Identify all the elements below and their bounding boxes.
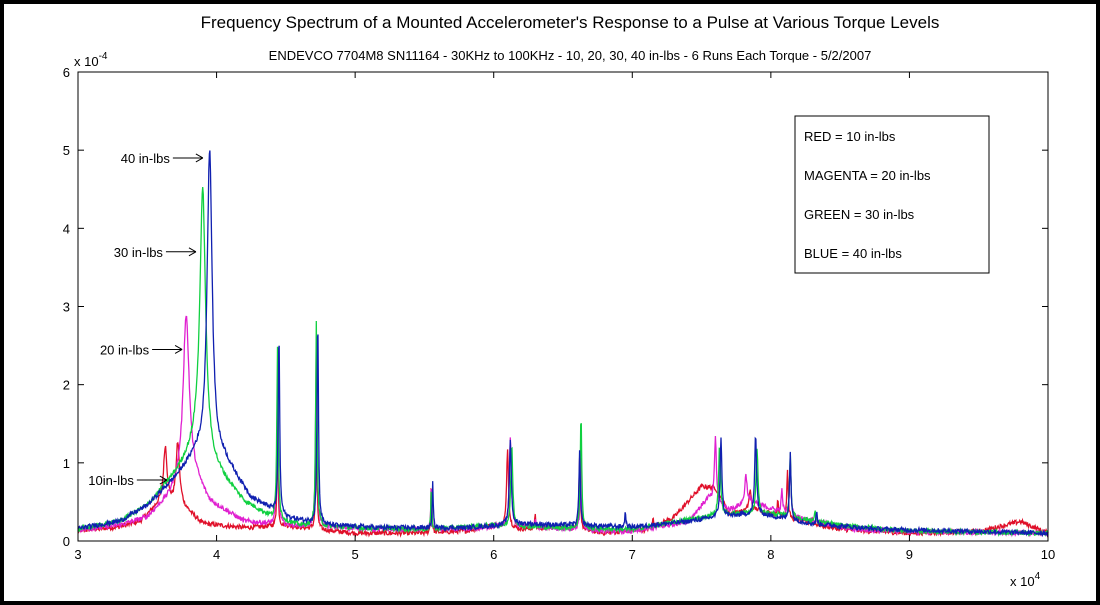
y-tick-label: 2 xyxy=(63,378,70,393)
tick-layer: 3 4 5 6 7 8 9 10 0 1 2 3 4 5 6 xyxy=(63,65,1055,562)
legend-entry-magenta: MAGENTA = 20 in-lbs xyxy=(804,168,931,183)
x-tick-label: 8 xyxy=(767,547,774,562)
x-multiplier-base: x 10 xyxy=(1010,574,1035,589)
y-tick-label: 4 xyxy=(63,221,70,236)
x-tick-label: 3 xyxy=(74,547,81,562)
x-tick-label: 9 xyxy=(906,547,913,562)
x-tick-label: 6 xyxy=(490,547,497,562)
annotation-1: 30 in-lbs xyxy=(114,245,197,260)
figure-window: Frequency Spectrum of a Mounted Accelero… xyxy=(4,4,1096,601)
x-multiplier-exponent: 4 xyxy=(1035,571,1041,582)
x-tick-label: 4 xyxy=(213,547,220,562)
y-tick-label: 0 xyxy=(63,534,70,549)
annotation-arrow-head xyxy=(188,247,197,257)
y-multiplier-exponent: -4 xyxy=(99,51,108,62)
y-tick-label: 6 xyxy=(63,65,70,80)
chart-title: Frequency Spectrum of a Mounted Accelero… xyxy=(201,13,940,32)
legend-entry-blue: BLUE = 40 in-lbs xyxy=(804,246,902,261)
annotation-label: 40 in-lbs xyxy=(121,151,171,166)
y-tick-label: 1 xyxy=(63,456,70,471)
x-tick-label: 10 xyxy=(1041,547,1055,562)
spectrum-chart: Frequency Spectrum of a Mounted Accelero… xyxy=(63,13,1055,589)
legend-entry-green: GREEN = 30 in-lbs xyxy=(804,207,915,222)
chart-subtitle: ENDEVCO 7704M8 SN11164 - 30KHz to 100KHz… xyxy=(269,48,872,63)
series-line-3 xyxy=(77,150,1049,538)
y-multiplier: x 10-4 xyxy=(74,51,108,69)
x-tick-label: 7 xyxy=(629,547,636,562)
annotation-3: 10in-lbs xyxy=(88,473,168,488)
annotation-label: 30 in-lbs xyxy=(114,245,164,260)
annotation-layer: 40 in-lbs 30 in-lbs 20 in-lbs 10in-lbs xyxy=(88,151,204,488)
legend: RED = 10 in-lbs MAGENTA = 20 in-lbs GREE… xyxy=(794,115,990,274)
y-tick-label: 3 xyxy=(63,300,70,315)
x-tick-label: 5 xyxy=(352,547,359,562)
annotation-arrow-head xyxy=(159,475,168,485)
annotation-label: 10in-lbs xyxy=(88,473,134,488)
series-layer xyxy=(77,150,1049,538)
annotation-label: 20 in-lbs xyxy=(100,342,150,357)
y-tick-label: 5 xyxy=(63,143,70,158)
legend-box xyxy=(794,115,990,274)
annotation-arrow-head xyxy=(174,345,183,354)
x-multiplier: x 104 xyxy=(1010,571,1041,589)
annotation-0: 40 in-lbs xyxy=(121,151,204,166)
annotation-arrow-head xyxy=(195,153,204,163)
annotation-2: 20 in-lbs xyxy=(100,342,183,357)
legend-entry-red: RED = 10 in-lbs xyxy=(804,129,896,144)
y-multiplier-base: x 10 xyxy=(74,54,99,69)
